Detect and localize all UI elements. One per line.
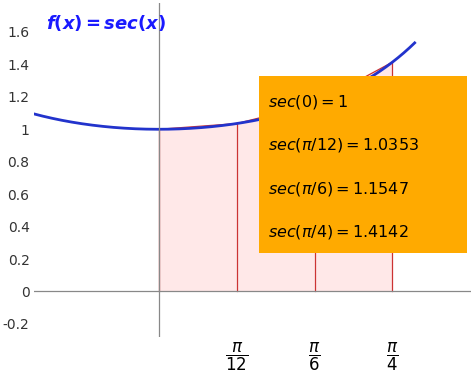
FancyBboxPatch shape <box>259 76 467 253</box>
Text: $sec(\pi/6) = 1.1547$: $sec(\pi/6) = 1.1547$ <box>268 180 409 197</box>
Polygon shape <box>315 62 392 291</box>
Text: $sec(\pi/12) = 1.0353$: $sec(\pi/12) = 1.0353$ <box>268 136 419 155</box>
Text: $sec(0) = 1$: $sec(0) = 1$ <box>268 93 348 111</box>
Polygon shape <box>237 104 315 291</box>
Text: $\boldsymbol{f(x) = sec(x)}$: $\boldsymbol{f(x) = sec(x)}$ <box>46 13 166 33</box>
Text: $sec(\pi/4) = 1.4142$: $sec(\pi/4) = 1.4142$ <box>268 223 409 241</box>
Polygon shape <box>159 124 237 291</box>
